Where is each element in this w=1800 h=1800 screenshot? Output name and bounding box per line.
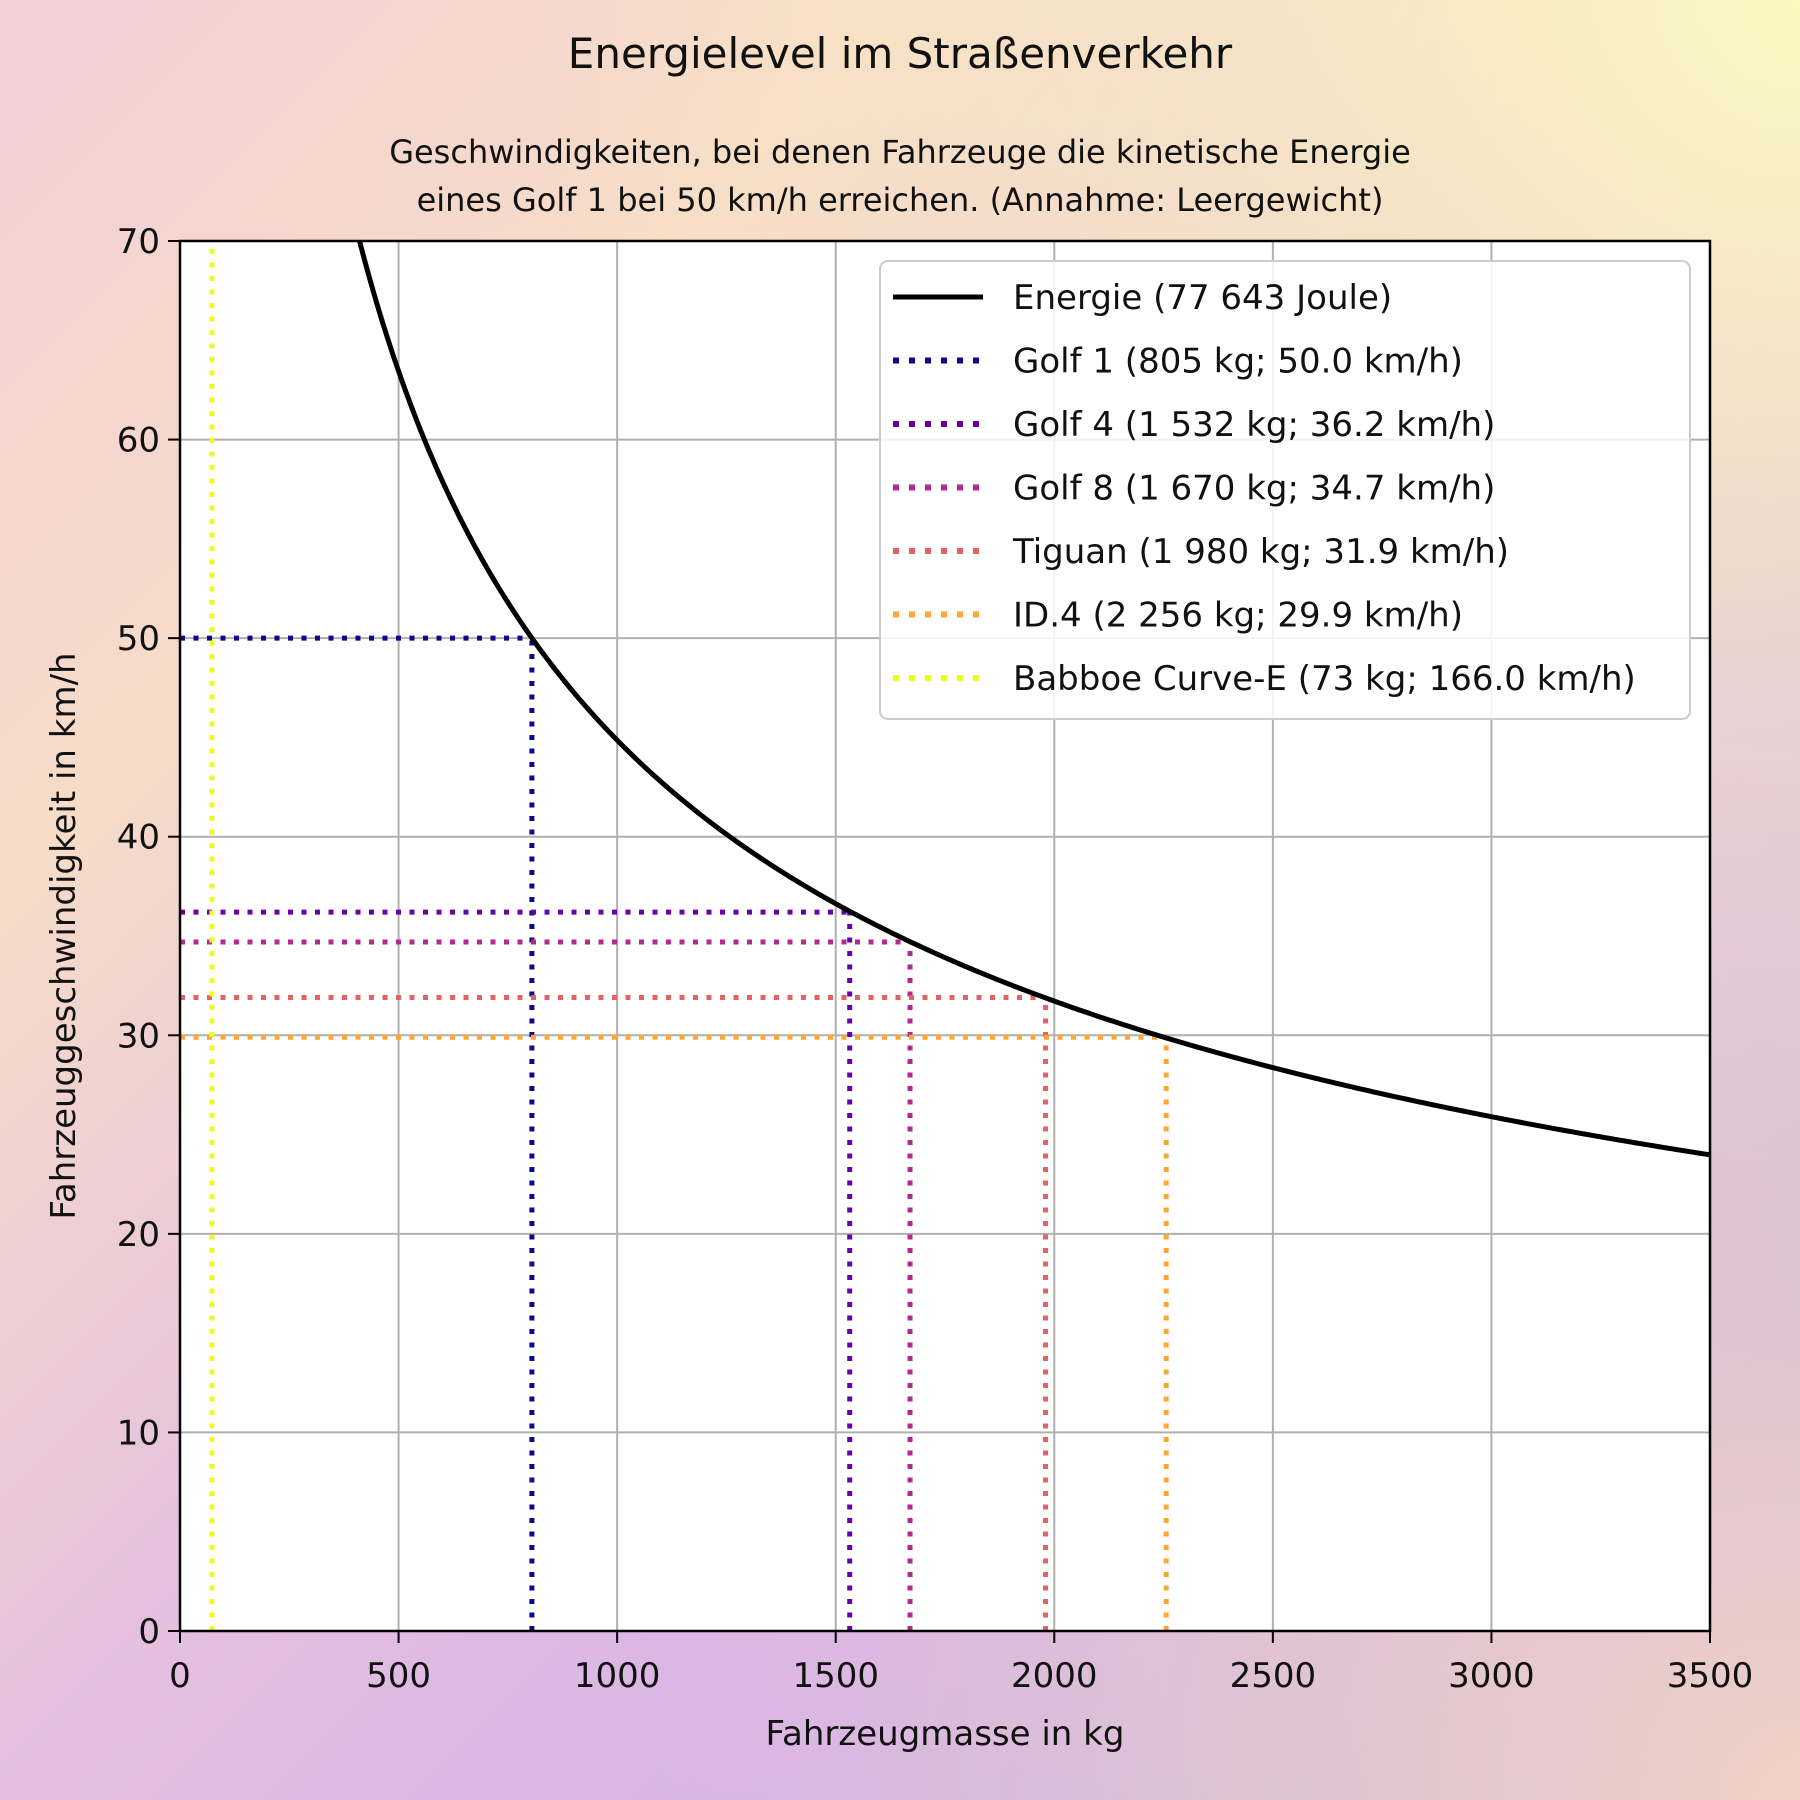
y-tick-label: 0 (138, 1612, 160, 1652)
x-tick-label: 3500 (1667, 1656, 1754, 1696)
x-tick-label: 1500 (792, 1656, 879, 1696)
y-tick-label: 10 (117, 1413, 160, 1453)
chart-subtitle-line1: Geschwindigkeiten, bei denen Fahrzeuge d… (389, 133, 1411, 171)
chart-title: Energielevel im Straßenverkehr (568, 29, 1233, 78)
y-tick-label: 20 (117, 1215, 160, 1255)
x-tick-label: 1000 (574, 1656, 661, 1696)
legend: Energie (77 643 Joule) Golf 1 (805 kg; 50… (879, 260, 1691, 720)
y-tick-label: 30 (117, 1016, 160, 1056)
energy-curve-line (357, 240, 1711, 1158)
x-tick-label: 0 (169, 1656, 191, 1696)
chart-subtitle-line2: eines Golf 1 bei 50 km/h erreichen. (Ann… (417, 181, 1384, 219)
legend-entry-label: Golf 8 (1 670 kg; 34.7 km/h) (1013, 469, 1495, 509)
legend-box (879, 260, 1691, 720)
legend-entry-label: Golf 1 (805 kg; 50.0 km/h) (1013, 342, 1463, 382)
plot-frame (178, 239, 1712, 1633)
legend-entry-label: Energie (77 643 Joule) (1013, 278, 1392, 318)
x-tick-label: 2000 (1011, 1656, 1098, 1696)
y-axis-label: Fahrzeuggeschwindigkeit in km/h (44, 652, 84, 1219)
legend-entry-label: Golf 4 (1 532 kg; 36.2 km/h) (1013, 405, 1495, 445)
legend-entry-label: Tiguan (1 980 kg; 31.9 km/h) (1012, 532, 1509, 572)
y-tick-label: 70 (117, 222, 160, 262)
legend-entry-label: Babboe Curve-E (73 kg; 166.0 km/h) (1013, 659, 1636, 699)
x-axis-label: Fahrzeugmasse in kg (766, 1714, 1125, 1754)
x-tick-label: 3000 (1448, 1656, 1535, 1696)
y-tick-label: 60 (117, 421, 160, 461)
legend-entry-label: ID.4 (2 256 kg; 29.9 km/h) (1013, 596, 1463, 636)
reference-lines (180, 241, 1169, 1631)
x-tick-label: 2500 (1230, 1656, 1317, 1696)
axis-ticks: 0 500 1000 1500 2000 2500 3000 3500 0 10 20 30 40 50 6… (117, 222, 1754, 1696)
y-tick-label: 50 (117, 619, 160, 659)
y-tick-label: 40 (117, 818, 160, 858)
x-tick-label: 500 (366, 1656, 431, 1696)
